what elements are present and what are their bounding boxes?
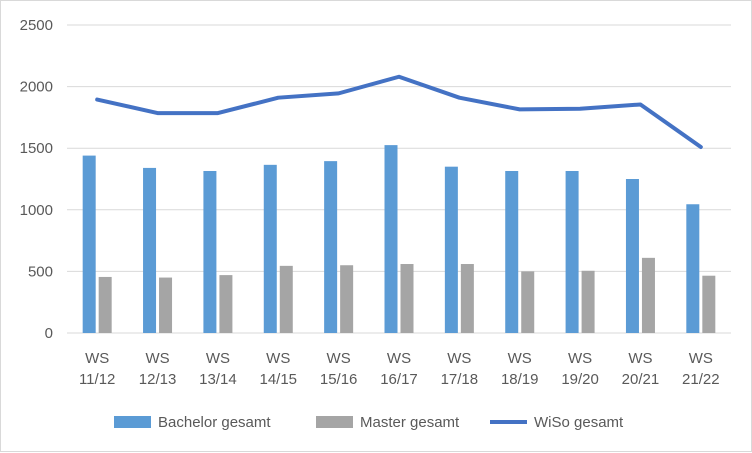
- x-tick-label: 21/22: [682, 371, 720, 388]
- y-tick-label: 1500: [20, 140, 53, 157]
- bar-master-gesamt: [159, 278, 172, 333]
- x-tick-label: 11/12: [79, 371, 115, 388]
- bar-bachelor-gesamt: [143, 168, 156, 333]
- legend-label: Master gesamt: [360, 414, 460, 431]
- x-tick-label: WS: [145, 350, 169, 367]
- bar-master-gesamt: [461, 264, 474, 333]
- bar-master-gesamt: [642, 258, 655, 333]
- bar-master-gesamt: [582, 271, 595, 333]
- x-tick-label: WS: [689, 350, 713, 367]
- y-tick-label: 2000: [20, 79, 53, 96]
- bar-bachelor-gesamt: [505, 171, 518, 333]
- bar-bachelor-gesamt: [83, 156, 96, 333]
- legend-item-bachelor-gesamt: Bachelor gesamt: [114, 414, 271, 431]
- x-tick-label: 13/14: [199, 371, 237, 388]
- x-tick-label: WS: [85, 350, 109, 367]
- bar-master-gesamt: [401, 264, 414, 333]
- x-tick-label: WS: [387, 350, 411, 367]
- bar-bachelor-gesamt: [626, 179, 639, 333]
- y-tick-label: 2500: [20, 17, 53, 34]
- x-tick-label: 18/19: [501, 371, 539, 388]
- x-tick-label: WS: [508, 350, 532, 367]
- y-axis-ticks: 0 500 1000 1500 2000 2500: [20, 17, 53, 342]
- x-tick-label: WS: [628, 350, 652, 367]
- x-tick-label: 15/16: [320, 371, 358, 388]
- x-tick-label: 12/13: [139, 371, 177, 388]
- x-tick-label: WS: [568, 350, 592, 367]
- line-layer: [97, 77, 701, 147]
- bar-bachelor-gesamt: [445, 167, 458, 333]
- legend: Bachelor gesamt Master gesamt WiSo gesamt: [114, 414, 624, 431]
- x-tick-label: 17/18: [441, 371, 479, 388]
- bars: [83, 145, 716, 333]
- legend-label: Bachelor gesamt: [158, 414, 271, 431]
- bar-master-gesamt: [340, 265, 353, 333]
- bar-master-gesamt: [99, 277, 112, 333]
- y-tick-label: 500: [28, 263, 53, 280]
- legend-item-master-gesamt: Master gesamt: [316, 414, 460, 431]
- bar-bachelor-gesamt: [686, 204, 699, 333]
- bar-bachelor-gesamt: [566, 171, 579, 333]
- bar-master-gesamt: [280, 266, 293, 333]
- x-tick-label: WS: [447, 350, 471, 367]
- x-tick-label: 16/17: [380, 371, 418, 388]
- x-tick-label: WS: [206, 350, 230, 367]
- legend-label: WiSo gesamt: [534, 414, 624, 431]
- x-tick-label: WS: [266, 350, 290, 367]
- x-tick-label: 19/20: [561, 371, 599, 388]
- legend-swatch: [316, 416, 353, 428]
- y-tick-label: 0: [45, 325, 53, 342]
- y-tick-label: 1000: [20, 202, 53, 219]
- x-tick-label: WS: [327, 350, 351, 367]
- x-tick-label: 14/15: [259, 371, 297, 388]
- bar-master-gesamt: [702, 276, 715, 333]
- bar-master-gesamt: [219, 275, 232, 333]
- legend-item-wiso-gesamt: WiSo gesamt: [490, 414, 624, 431]
- bar-master-gesamt: [521, 271, 534, 333]
- bar-bachelor-gesamt: [203, 171, 216, 333]
- line-wiso-gesamt: [97, 77, 701, 147]
- bar-bachelor-gesamt: [385, 145, 398, 333]
- legend-swatch: [114, 416, 151, 428]
- bar-bachelor-gesamt: [324, 161, 337, 333]
- x-tick-label: 20/21: [622, 371, 660, 388]
- x-axis-ticks: WS 11/12 WS 12/13 WS 13/14 WS 14/15 WS 15/16 WS 16/…: [79, 350, 720, 388]
- bar-bachelor-gesamt: [264, 165, 277, 333]
